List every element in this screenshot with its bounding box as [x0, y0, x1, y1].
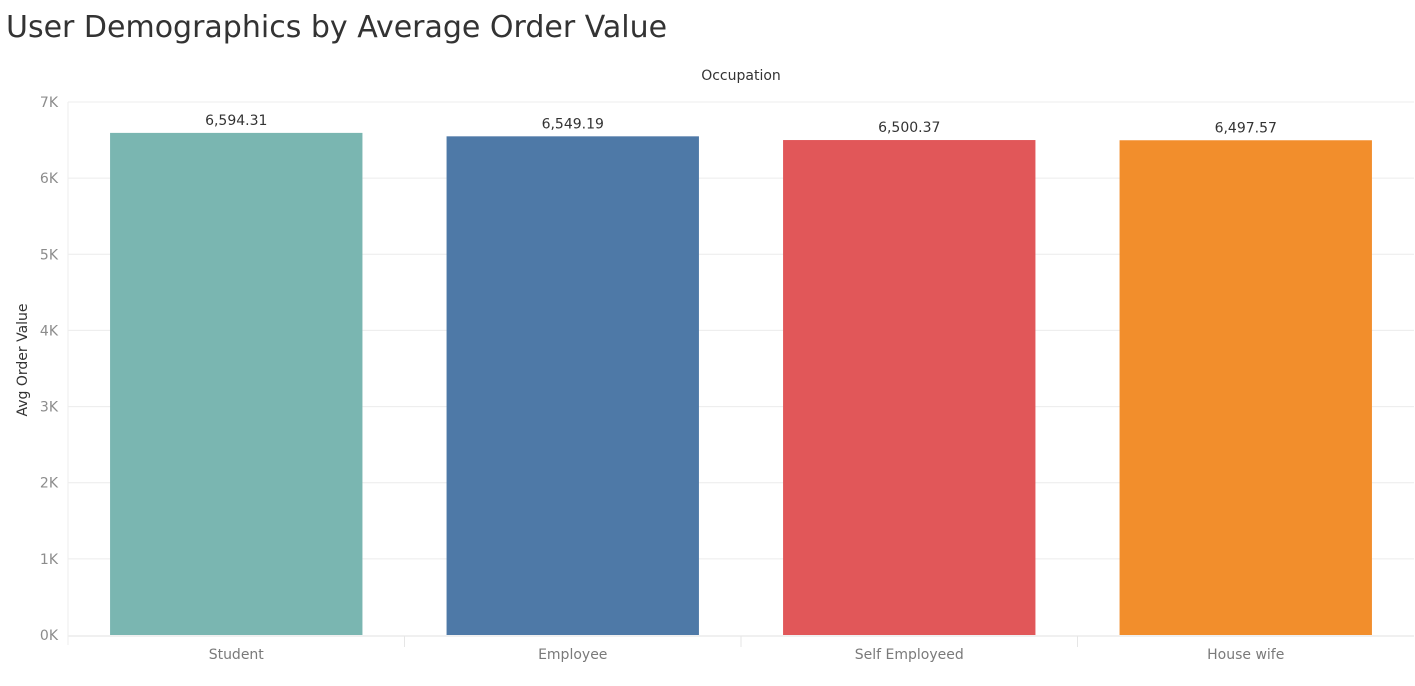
category-label: House wife [1207, 647, 1284, 663]
y-axis-title: Avg Order Value [15, 303, 31, 416]
chart-title: User Demographics by Average Order Value [6, 10, 668, 45]
bar-house-wife[interactable] [1119, 140, 1372, 635]
y-tick-label: 2K [40, 476, 59, 492]
y-tick-label: 0K [40, 628, 59, 644]
column-header: Occupation [701, 68, 781, 84]
y-tick-label: 7K [40, 95, 59, 111]
bar-value-label: 6,549.19 [542, 116, 604, 132]
bar-self-employeed[interactable] [783, 140, 1036, 635]
bar-student[interactable] [110, 132, 363, 636]
category-label: Self Employeed [855, 647, 964, 663]
y-tick-label: 5K [40, 247, 59, 263]
bar-value-label: 6,500.37 [878, 120, 940, 136]
y-tick-label: 4K [40, 323, 59, 339]
y-tick-label: 3K [40, 400, 59, 416]
y-tick-label: 6K [40, 171, 59, 187]
bar-employee[interactable] [446, 136, 699, 635]
category-label: Student [209, 647, 265, 663]
category-label: Employee [538, 647, 607, 663]
bar-value-label: 6,594.31 [205, 113, 267, 129]
bar-value-label: 6,497.57 [1215, 120, 1277, 136]
y-tick-label: 1K [40, 552, 59, 568]
